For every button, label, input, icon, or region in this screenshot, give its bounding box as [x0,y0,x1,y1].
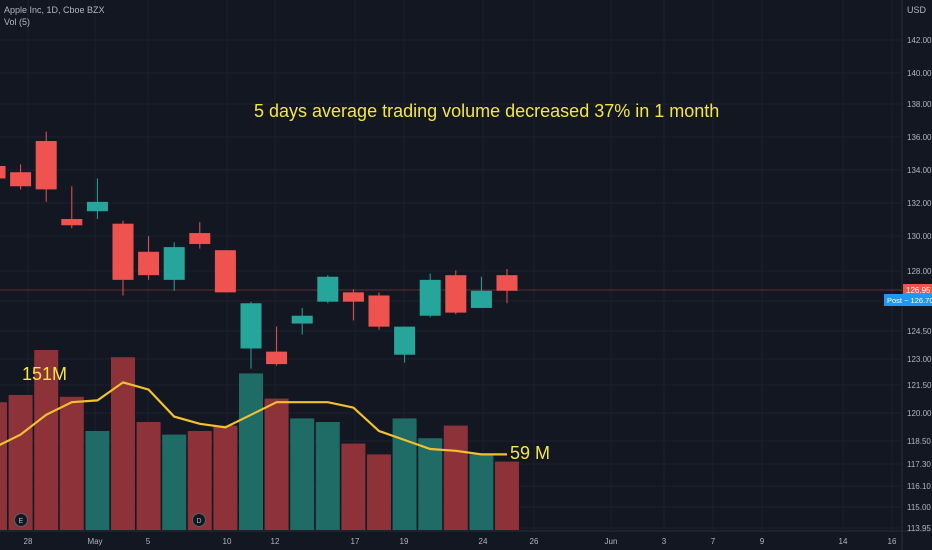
candle-body [112,223,134,280]
volume-bar [495,461,519,530]
event-marker [14,513,28,527]
candle-body [35,141,57,190]
volume-bar [239,373,263,530]
volume-bar [136,422,161,530]
candle-body [368,295,390,327]
volume-bar [315,422,340,530]
volume-bar [59,396,84,530]
price-tick-label: 140.00 [907,69,932,78]
price-tick-label: 116.10 [907,482,931,491]
price-tick-label: 128.00 [907,267,932,276]
event-marker [192,513,206,527]
volume-bar [162,434,187,530]
price-axis[interactable]: 142.00 140.00 138.00 136.00 134.00 132.00 130.… [884,36,932,533]
time-tick-label: 9 [760,537,765,546]
volume-bar [341,443,366,530]
time-tick-label: 12 [271,537,280,546]
volume-bar [8,395,33,530]
price-tick-label: 115.00 [907,503,931,512]
price-tick-label: 142.00 [907,36,932,45]
time-tick-label: 7 [711,537,716,546]
price-tick-label: 113.95 [907,524,931,533]
volume-bar [111,357,135,530]
price-tick-label: 123.00 [907,355,932,364]
candle-body [214,250,236,293]
volume-legend-line[interactable]: Vol (5) [4,17,31,27]
price-tick-label: 117.30 [907,460,931,469]
time-tick-label: 3 [662,537,667,546]
price-tick-label: 134.00 [907,166,932,175]
time-tick-label: May [87,537,102,546]
volume-bar [213,425,238,530]
price-tick-label: 132.00 [907,199,932,208]
candle-body [240,303,262,349]
candle-body [317,276,339,302]
volume-bar [0,402,7,530]
candle-body [189,233,211,244]
price-tick-label: 130.00 [907,232,932,241]
candle-body [496,275,518,291]
time-tick-label: 10 [223,537,232,546]
candle-body [445,275,467,313]
currency-label[interactable]: USD [906,5,926,15]
candle-body [163,247,185,280]
volume-bar [418,438,443,530]
volume-bar [264,398,289,530]
candle-body [61,219,83,226]
symbol-line[interactable]: Apple Inc, 1D, Cboe BZX [4,5,105,15]
candle-body [470,290,492,308]
price-tick-label: 121.50 [907,381,932,390]
volume-ma-path [0,381,507,456]
price-tick-label: 138.00 [907,100,932,109]
time-tick-label: 16 [888,537,897,546]
time-tick-label: 26 [530,537,539,546]
price-tick-label: 120.00 [907,409,932,418]
candle-body [266,351,288,365]
candle-body [342,292,364,302]
event-marker-label: D [197,518,202,525]
time-tick-label: 14 [839,537,848,546]
chart-legend: Apple Inc, 1D, Cboe BZX Vol (5) [4,4,105,28]
candle-body [419,279,441,316]
candle-body [10,172,32,187]
time-tick-label: 5 [146,537,151,546]
price-tick-label: 124.50 [907,327,932,336]
volume-bar [443,425,468,530]
time-tick-label: 19 [400,537,409,546]
candle-body [394,326,416,355]
price-tick-label: 118.50 [907,437,931,446]
volume-bar [392,418,417,530]
event-marker-label: E [19,518,24,525]
time-axis[interactable]: 28 May 5 10 12 17 19 24 26 Jun 3 7 9 14 16 [24,537,897,546]
volume-bar [85,431,110,530]
post-price-badge [884,294,932,306]
volume-bar [367,454,391,530]
candle-body [86,201,108,212]
end-volume-annotation: 59 M [510,443,551,463]
candles [0,131,518,369]
volume-bar [290,418,315,530]
start-volume-annotation: 151M [22,364,68,384]
price-tick-label: 136.00 [907,133,932,142]
volume-bar [469,454,494,530]
candle-body [291,315,313,324]
volume-ma-line [0,381,507,456]
post-price-label: Post ~ 126.70 [887,296,932,305]
current-price-badge [903,284,932,296]
time-tick-label: 28 [24,537,33,546]
volume-bars [0,350,519,530]
current-price-label: 126.95 [906,286,931,295]
time-tick-label: Jun [605,537,618,546]
volume-bar [34,350,59,530]
candle-body [0,165,6,179]
candle-body [138,251,160,276]
headline-annotation: 5 days average trading volume decreased … [254,101,720,121]
time-tick-label: 24 [479,537,488,546]
time-tick-label: 17 [351,537,360,546]
